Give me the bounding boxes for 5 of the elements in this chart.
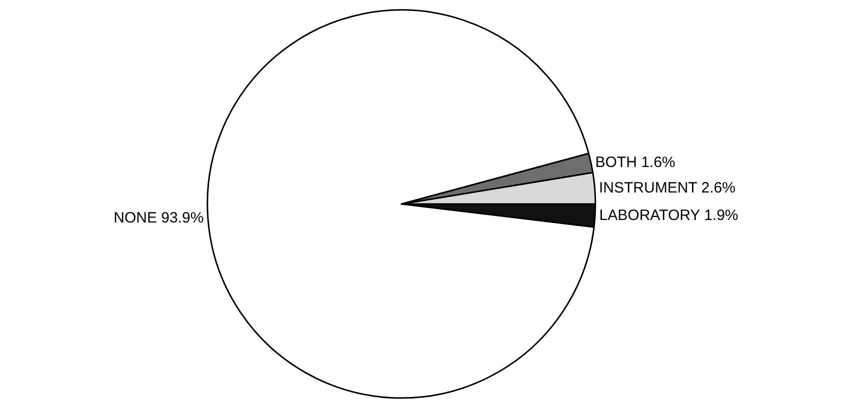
slice-label: NONE 93.9% xyxy=(114,210,204,227)
slice-label: LABORATORY 1.9% xyxy=(599,207,738,224)
slice-label: BOTH 1.6% xyxy=(595,154,676,171)
slice-label: INSTRUMENT 2.6% xyxy=(599,180,736,197)
pie-slice xyxy=(206,9,595,399)
